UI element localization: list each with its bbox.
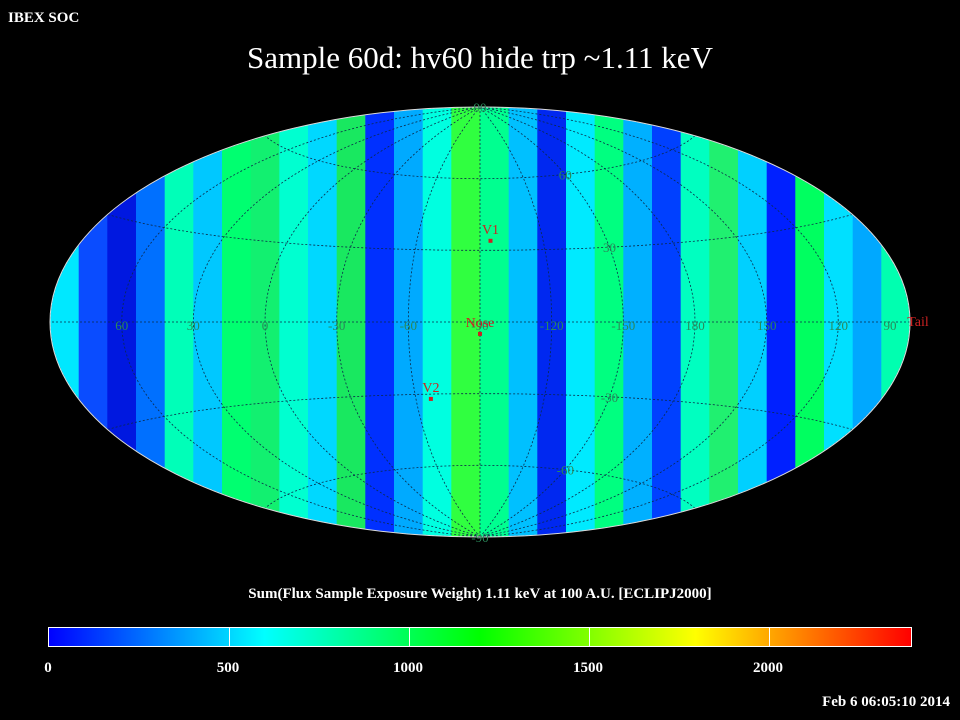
longitude-line <box>336 107 481 537</box>
longitude-label: 30 <box>187 318 200 333</box>
marker-v2-label: V2 <box>422 381 439 396</box>
colorbar-tick-label: 1500 <box>573 660 603 676</box>
latitude-line <box>264 464 696 509</box>
longitude-line <box>264 107 481 537</box>
longitude-label: -30 <box>328 318 345 333</box>
longitude-line <box>121 107 481 537</box>
marker-nose-label: Nose <box>466 316 495 331</box>
colorbar-tick <box>769 628 770 646</box>
longitude-label: 90 <box>884 318 897 333</box>
colorbar-tick-label: 500 <box>216 660 240 676</box>
latitude-line <box>264 135 696 180</box>
map-title: Sample 60d: hv60 hide trp ~1.11 keV <box>247 40 713 75</box>
colorbar-tick-label: 1000 <box>393 660 423 676</box>
colorbar-tick <box>409 628 410 646</box>
longitude-label: -90 <box>471 318 488 333</box>
latitude-label: 30 <box>603 240 616 255</box>
grid-labels: 60 30 0 -30 -60 -90 -120 -150 180 150 120 90 90 60 30 -… <box>115 100 896 545</box>
colorbar-caption: Sum(Flux Sample Exposure Weight) 1.11 ke… <box>248 586 712 602</box>
latitude-label: -90 <box>471 530 488 545</box>
latitude-label: -30 <box>601 390 618 405</box>
longitude-label: -60 <box>400 318 417 333</box>
longitude-label: 180 <box>685 318 705 333</box>
longitude-label: -120 <box>540 318 564 333</box>
colorbar-tick <box>589 628 590 646</box>
colorbar-tick-label: 0 <box>44 660 52 676</box>
map-outline <box>49 106 911 538</box>
marker-nose-point <box>478 331 482 336</box>
longitude-label: 150 <box>757 318 777 333</box>
app-label: IBEX SOC <box>8 10 80 26</box>
colorbar-tick <box>229 628 230 646</box>
colorbar-tick-label: 2000 <box>753 660 783 676</box>
latitude-label: -60 <box>557 463 574 478</box>
longitude-label: -150 <box>611 318 635 333</box>
latitude-label: 90 <box>474 100 487 115</box>
marker-tail-label: Tail <box>907 315 929 330</box>
longitude-label: 0 <box>262 318 269 333</box>
marker-v1-point <box>488 238 493 243</box>
timestamp: Feb 6 06:05:10 2014 <box>822 694 950 710</box>
longitude-line <box>479 107 624 537</box>
markers: V1 Nose V2 Tail <box>422 223 929 401</box>
longitude-line <box>192 107 481 537</box>
marker-v1-label: V1 <box>482 223 499 238</box>
longitude-line <box>479 107 768 537</box>
longitude-line <box>479 107 696 537</box>
latitude-label: 60 <box>559 167 572 182</box>
colorbar <box>48 627 912 647</box>
longitude-label: 60 <box>115 318 128 333</box>
longitude-line <box>479 107 839 537</box>
marker-v2-point <box>428 396 433 401</box>
longitude-label: 120 <box>829 318 849 333</box>
